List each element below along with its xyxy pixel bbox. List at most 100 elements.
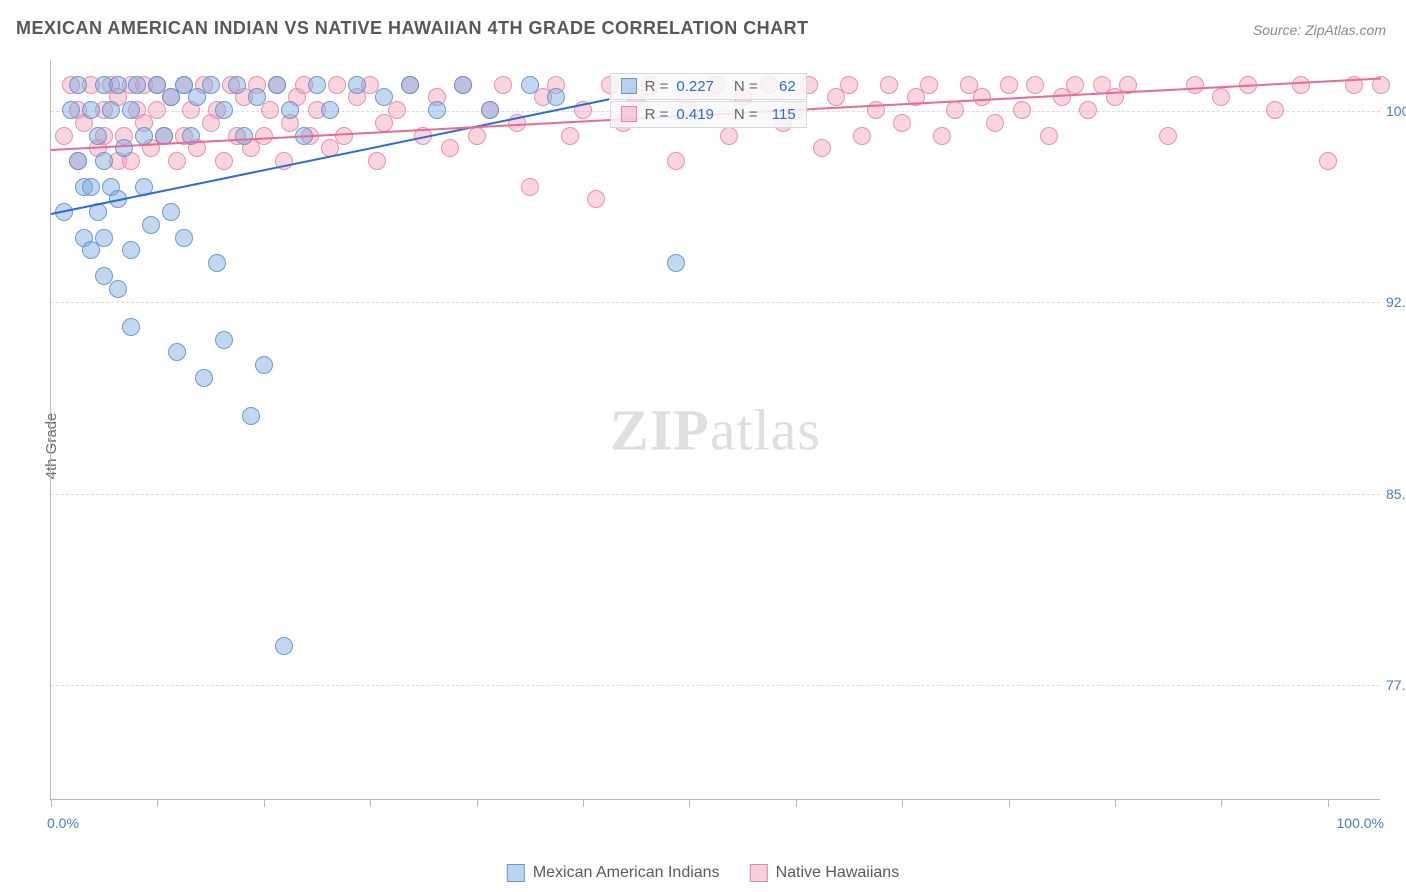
data-point (321, 101, 339, 119)
data-point (328, 76, 346, 94)
data-point (122, 101, 140, 119)
data-point (946, 101, 964, 119)
stats-box: R = 0.227 N = 62 (610, 73, 807, 100)
data-point (261, 101, 279, 119)
y-tick-label: 100.0% (1386, 103, 1406, 119)
data-point (388, 101, 406, 119)
x-tick (370, 799, 371, 807)
data-point (242, 407, 260, 425)
data-point (1079, 101, 1097, 119)
data-point (986, 114, 1004, 132)
x-tick (477, 799, 478, 807)
stats-n-label: N = (734, 106, 758, 123)
legend-label: Mexican American Indians (533, 864, 720, 882)
data-point (109, 280, 127, 298)
data-point (308, 76, 326, 94)
stats-n-label: N = (734, 78, 758, 95)
data-point (69, 76, 87, 94)
legend-label: Native Hawaiians (776, 864, 900, 882)
data-point (454, 76, 472, 94)
data-point (95, 152, 113, 170)
data-point (813, 139, 831, 157)
stats-r-label: R = (645, 78, 669, 95)
source-label: Source: ZipAtlas.com (1253, 22, 1386, 38)
x-tick (902, 799, 903, 807)
data-point (215, 101, 233, 119)
data-point (368, 152, 386, 170)
stats-n-value: 115 (766, 106, 796, 123)
data-point (62, 101, 80, 119)
data-point (973, 88, 991, 106)
data-point (1026, 76, 1044, 94)
data-point (82, 101, 100, 119)
legend-swatch-blue (507, 864, 525, 882)
data-point (275, 637, 293, 655)
data-point (228, 76, 246, 94)
data-point (142, 216, 160, 234)
x-tick-label: 100.0% (1337, 815, 1384, 831)
data-point (1159, 127, 1177, 145)
data-point (401, 76, 419, 94)
data-point (720, 127, 738, 145)
data-point (840, 76, 858, 94)
data-point (481, 101, 499, 119)
data-point (667, 254, 685, 272)
x-tick (1221, 799, 1222, 807)
data-point (55, 127, 73, 145)
data-point (893, 114, 911, 132)
data-point (115, 139, 133, 157)
y-tick-label: 77.5% (1386, 677, 1406, 693)
data-point (853, 127, 871, 145)
x-tick (1328, 799, 1329, 807)
y-tick-label: 85.0% (1386, 486, 1406, 502)
data-point (208, 254, 226, 272)
data-point (248, 88, 266, 106)
legend-item-blue: Mexican American Indians (507, 864, 720, 882)
stats-r-value: 0.419 (676, 106, 714, 123)
x-tick (1009, 799, 1010, 807)
x-tick (583, 799, 584, 807)
data-point (920, 76, 938, 94)
data-point (109, 76, 127, 94)
stats-r-label: R = (645, 106, 669, 123)
legend-item-pink: Native Hawaiians (750, 864, 900, 882)
data-point (1013, 101, 1031, 119)
data-point (667, 152, 685, 170)
x-tick (689, 799, 690, 807)
data-point (281, 101, 299, 119)
legend-swatch-pink (750, 864, 768, 882)
data-point (521, 178, 539, 196)
data-point (89, 127, 107, 145)
stats-r-value: 0.227 (676, 78, 714, 95)
data-point (82, 178, 100, 196)
stats-box: R = 0.419 N = 115 (610, 101, 807, 128)
data-point (215, 331, 233, 349)
stats-swatch (621, 78, 637, 94)
data-point (168, 343, 186, 361)
data-point (1292, 76, 1310, 94)
stats-swatch (621, 106, 637, 122)
x-tick (796, 799, 797, 807)
x-tick-label: 0.0% (47, 815, 79, 831)
stats-n-value: 62 (766, 78, 796, 95)
x-tick (264, 799, 265, 807)
data-point (255, 356, 273, 374)
watermark: ZIPatlas (610, 396, 821, 463)
data-point (69, 152, 87, 170)
data-point (1000, 76, 1018, 94)
data-point (268, 76, 286, 94)
data-point (122, 318, 140, 336)
gridline (51, 685, 1380, 686)
data-point (202, 76, 220, 94)
data-point (933, 127, 951, 145)
data-point (175, 229, 193, 247)
data-point (561, 127, 579, 145)
data-point (168, 152, 186, 170)
data-point (235, 127, 253, 145)
data-point (428, 101, 446, 119)
data-point (1186, 76, 1204, 94)
data-point (135, 127, 153, 145)
data-point (1040, 127, 1058, 145)
x-tick (1115, 799, 1116, 807)
scatter-plot: ZIPatlas 100.0%92.5%85.0%77.5%0.0%100.0%… (50, 60, 1380, 800)
